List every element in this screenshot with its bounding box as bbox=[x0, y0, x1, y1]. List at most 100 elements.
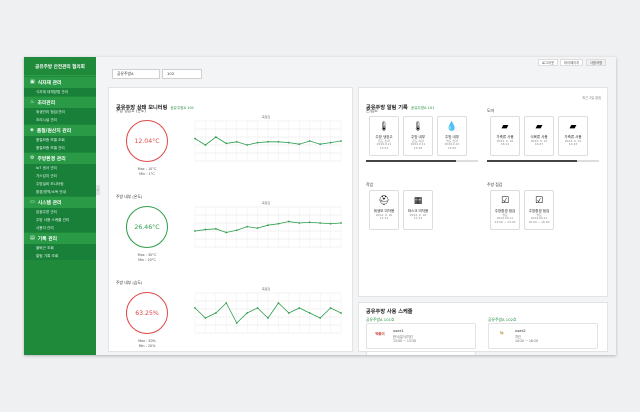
data-point bbox=[319, 143, 322, 146]
kitchen-select[interactable]: 공유주방A bbox=[112, 69, 160, 79]
schedule-entry[interactable]: LOGOuser11양식/기타14:30 ~ 15:30 bbox=[366, 351, 476, 355]
sensor-gauge: 63.25% bbox=[126, 292, 168, 334]
sensor-chart: 측정값 bbox=[194, 114, 342, 162]
data-point bbox=[246, 144, 249, 146]
schedule-card: 공유주방 사용 스케줄 공유주방A 101호 공유주방A 102호 떡볶이 user1… bbox=[358, 302, 608, 355]
alert-item[interactable]: 💧 주방 내부 습도 초과 2024.9.10 19:55 bbox=[437, 116, 467, 156]
sidebar-item[interactable]: 조리시설 관리 bbox=[24, 116, 96, 124]
sidebar-group-0[interactable]: ▣ 식자재 관리 bbox=[24, 77, 96, 88]
sensor-max: Max : 50% bbox=[138, 339, 156, 343]
sidebar-group-3[interactable]: ⚙ 주방환경 관리 bbox=[24, 153, 96, 164]
schedule-user-name: user2 bbox=[515, 328, 526, 333]
sidebar-item[interactable]: 식자재 대체방법 관리 bbox=[24, 88, 96, 96]
data-point bbox=[277, 140, 280, 143]
data-point bbox=[204, 317, 207, 319]
mypage-button[interactable]: 마이페이지 bbox=[560, 59, 584, 66]
sidebar-item[interactable]: 환경/방역/소독 안내 bbox=[24, 188, 96, 196]
sidebar-item[interactable]: 위생관리 점검/관리 bbox=[24, 108, 96, 116]
hat-icon: ⛑ bbox=[378, 196, 390, 206]
sidebar-item[interactable]: 사용자 관리 bbox=[24, 224, 96, 232]
scrollbar-thumb[interactable] bbox=[487, 160, 577, 162]
alert-item[interactable]: ▰ 가축류 사용 2024. 9. 15 12:43 bbox=[558, 116, 588, 156]
gear-icon: ⚙ bbox=[30, 155, 35, 161]
sidebar-title: 공유주방 안전관리 협의회 bbox=[24, 57, 96, 76]
sidebar-item[interactable]: 주방설비 모니터링 bbox=[24, 180, 96, 188]
data-point bbox=[256, 307, 259, 309]
schedule-user-name: user1 bbox=[393, 328, 404, 333]
sidebar-toggle-button[interactable]: › bbox=[96, 185, 100, 195]
data-point bbox=[287, 312, 290, 314]
alert-item-date: 18:12 bbox=[500, 142, 510, 147]
sensor-chart: 측정값 bbox=[194, 200, 342, 248]
data-point bbox=[308, 312, 311, 314]
sensor-label: 주방 내부 (습도) bbox=[116, 280, 143, 285]
sensor-max: Max : 30°C bbox=[137, 253, 157, 257]
sidebar-item[interactable]: 주방 사용 스케줄 관리 bbox=[24, 216, 96, 224]
sidebar-item[interactable]: 품질보증 모델 조회 bbox=[24, 136, 96, 144]
alert-item[interactable]: ▰ 가축류 사용 2024. 9. 16 18:12 bbox=[490, 116, 520, 156]
alert-category-label: 주방 점검 bbox=[487, 182, 503, 187]
sensor-min: Min : 20% bbox=[138, 344, 156, 348]
sidebar-group-label: 식자재 관리 bbox=[37, 81, 62, 86]
sidebar-group-5[interactable]: ▤ 기록 관리 bbox=[24, 233, 96, 244]
data-point bbox=[267, 140, 269, 143]
alert-item-date: 2024.9.11 bbox=[376, 142, 392, 147]
alert-item-detail: 필요 bbox=[536, 212, 542, 217]
scrollbar-thumb[interactable] bbox=[366, 160, 456, 162]
alert-item[interactable]: ▰ 식육류 사용 2024. 9. 15 16:47 bbox=[524, 116, 554, 156]
alert-item-time: 13:53 bbox=[379, 145, 389, 150]
data-point bbox=[235, 322, 238, 324]
alert-item-date: 2024.9.10 bbox=[444, 142, 460, 147]
humidity-icon: 💧 bbox=[446, 122, 458, 132]
recent-alerts-hint: 최근 3일 알림 bbox=[582, 96, 601, 100]
alert-item-label: 주방 내부 bbox=[411, 135, 425, 139]
monitor-subtitle: 공유주방A 101 bbox=[170, 106, 195, 110]
alert-item-label: 주방 내부 bbox=[445, 135, 459, 139]
monitor-card: 공유주방 상태 모니터링 공유주방A 101 주방 냉장고 (온도) 12.04°C… bbox=[108, 87, 353, 352]
alert-item[interactable]: ☑ 주방환경 점검 필요 2024.09.11 13:00 ~ 13:30 bbox=[490, 190, 520, 230]
alert-item-label: 마스크 미착용 bbox=[407, 209, 429, 213]
cutting-board-icon: ▰ bbox=[569, 122, 577, 132]
sidebar-item[interactable]: 품질보증 모델 관리 bbox=[24, 144, 96, 152]
data-point bbox=[277, 302, 280, 304]
sidebar-group-4[interactable]: ▭ 시스템 관리 bbox=[24, 197, 96, 208]
sensor-label: 주방 내부 (온도) bbox=[116, 194, 143, 199]
alert-item-date: 16:47 bbox=[534, 142, 544, 147]
alert-item-time: 15:36 bbox=[413, 145, 423, 150]
doc-icon: ▤ bbox=[30, 235, 35, 241]
sidebar-item[interactable]: 출퇴근 조회 bbox=[24, 244, 96, 252]
data-point bbox=[214, 136, 217, 138]
alert-item-label: 주방환경 점검 bbox=[494, 209, 516, 213]
sidebar-group-1[interactable]: ♨ 조리관리 bbox=[24, 97, 96, 108]
alert-item-label: 주방환경 점검 bbox=[528, 209, 550, 213]
sensor-gauge: 12.04°C bbox=[126, 120, 168, 162]
sidebar-item[interactable]: 가스감지 관리 bbox=[24, 172, 96, 180]
user-name-button[interactable]: 사용자명 bbox=[586, 59, 607, 66]
data-point bbox=[194, 137, 196, 140]
kitchen-logo: 떡볶이 bbox=[375, 331, 385, 336]
alert-item[interactable]: ☑ 주방환경 점검 필요 2024.09.11 16:00 ~ 16:30 bbox=[524, 190, 554, 230]
alert-item-time: 16:00 ~ 16:30 bbox=[528, 219, 550, 224]
sidebar-item[interactable]: IoT 센서 관리 bbox=[24, 164, 96, 172]
schedule-entry[interactable]: 👨‍🍳 user2 치킨 14:20 ~ 16:20 bbox=[488, 323, 598, 349]
alert-category-label: 온/습도 bbox=[366, 108, 378, 113]
alert-item[interactable]: ⛑ 위생모 미착용 2024. 9. 16 11:12 bbox=[369, 190, 399, 230]
inspection-icon: ☑ bbox=[534, 196, 544, 206]
alert-item[interactable]: 🌡 주방 냉장고 온도 초과 2024.9.11 13:53 bbox=[369, 116, 399, 156]
sidebar-item[interactable]: 알림 기록 조회 bbox=[24, 252, 96, 260]
schedule-entry[interactable]: 떡볶이 user1 한식/분식/치킨 13:00 ~ 13:30 bbox=[366, 323, 476, 349]
alert-item[interactable]: ▦ 마스크 미착용 2024. 9. 16 11:12 bbox=[403, 190, 433, 230]
sidebar-item[interactable]: 입점주방 관리 bbox=[24, 208, 96, 216]
data-point bbox=[246, 225, 249, 228]
data-point bbox=[214, 227, 217, 230]
room-select[interactable]: 102 bbox=[162, 69, 202, 79]
alert-item-date: 11:12 bbox=[379, 216, 389, 221]
logout-button[interactable]: 로그아웃 bbox=[538, 59, 559, 66]
alert-item[interactable]: 🌡 주방 내부 온도 이상 2024.9.11 15:36 bbox=[403, 116, 433, 156]
alert-item-detail: 2024. 9. 16 bbox=[375, 212, 393, 217]
sidebar-group-2[interactable]: ◈ 품질/원산지 관리 bbox=[24, 125, 96, 136]
chart-legend: 측정값 bbox=[262, 114, 271, 119]
alert-item-detail: 온도 초과 bbox=[378, 138, 390, 143]
inspection-icon: ☑ bbox=[500, 196, 510, 206]
schedule-description: 한식/분식/치킨 bbox=[393, 335, 413, 339]
